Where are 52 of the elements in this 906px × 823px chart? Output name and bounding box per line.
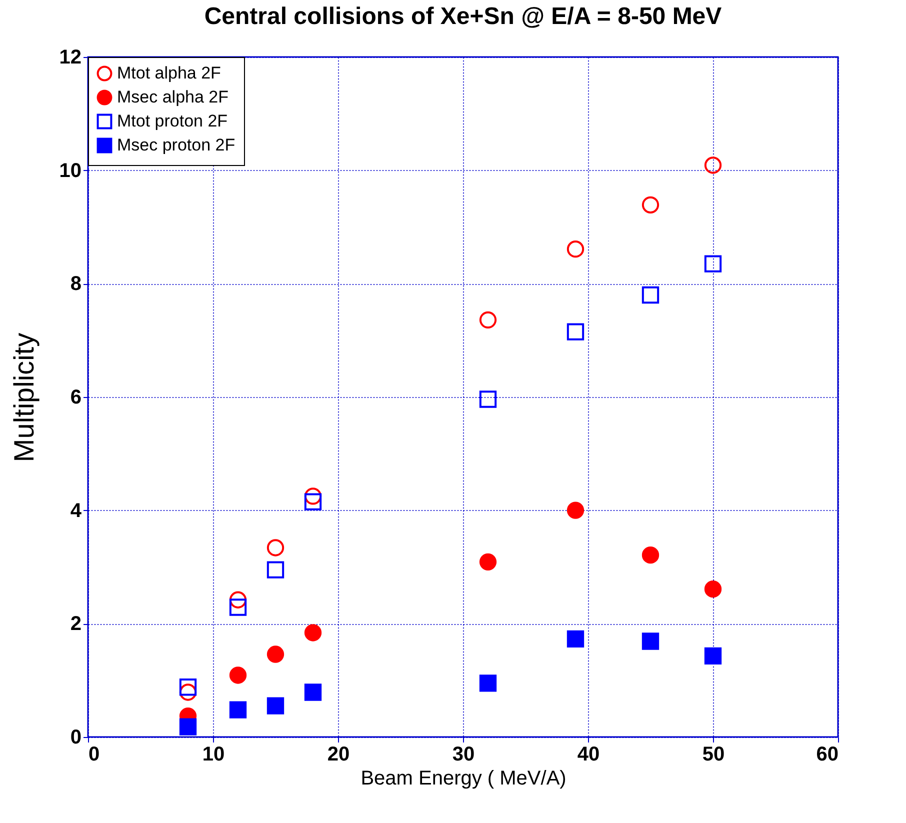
point [642, 196, 660, 214]
y-axis-title: Multiplicity [8, 332, 40, 462]
point [179, 718, 197, 736]
point [229, 701, 247, 718]
point [229, 591, 247, 608]
point [566, 502, 584, 519]
y-tick-label: 4 [70, 500, 82, 522]
point [704, 580, 722, 598]
y-tick-label: 0 [70, 726, 82, 748]
y-tick-label: 10 [59, 160, 82, 182]
point [266, 539, 284, 556]
x-tick-label: 30 [452, 744, 475, 766]
point [179, 684, 197, 701]
point [642, 546, 660, 564]
point [229, 598, 247, 616]
point [266, 561, 284, 578]
point [479, 390, 497, 408]
x-tick-label: 40 [577, 744, 600, 766]
point [566, 323, 584, 340]
point [229, 666, 247, 684]
y-tick-label: 8 [70, 273, 82, 296]
point [566, 630, 584, 648]
point [704, 647, 722, 665]
legend-label: Msec proton 2F [117, 136, 236, 154]
y-tick-label: 12 [59, 46, 82, 68]
point [304, 684, 322, 701]
x-tick-label: 50 [702, 744, 725, 766]
legend-label: Mtot alpha 2F [117, 64, 221, 82]
y-tick-label: 2 [70, 613, 82, 636]
point [479, 553, 497, 570]
point [266, 697, 284, 714]
point [479, 311, 497, 328]
x-axis-title: Beam Energy ( MeV/A) [360, 768, 566, 790]
point [179, 678, 197, 696]
chart-title: Central collisions of Xe+Sn @ E/A = 8-50 MeV [204, 3, 722, 30]
point [642, 632, 660, 650]
point [266, 646, 284, 663]
point [304, 493, 322, 510]
x-tick-label: 0 [88, 744, 100, 766]
point [704, 255, 722, 272]
x-tick-label: 10 [202, 744, 225, 766]
point [642, 286, 660, 304]
point [566, 240, 584, 258]
point [304, 488, 322, 505]
point [479, 674, 497, 692]
point [704, 156, 722, 174]
point [304, 624, 322, 642]
x-tick-label: 60 [816, 744, 838, 766]
x-tick-label: 20 [327, 744, 350, 766]
legend-label: Msec alpha 2F [117, 88, 228, 106]
legend-label: Mtot proton 2F [117, 112, 228, 130]
y-tick-label: 6 [70, 386, 82, 408]
